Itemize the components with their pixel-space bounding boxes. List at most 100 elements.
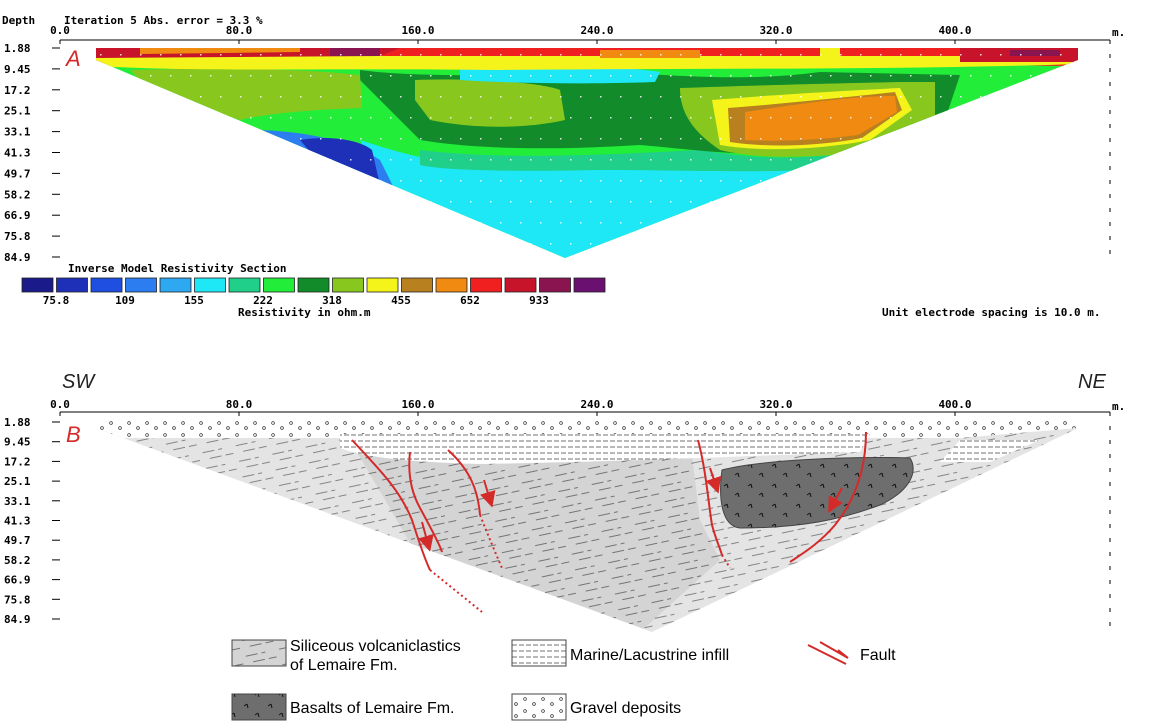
datum-point [610, 201, 612, 203]
datum-point [930, 201, 932, 203]
datum-point [320, 96, 322, 98]
datum-point [820, 54, 822, 56]
datum-point [950, 75, 952, 77]
datum-point [310, 201, 312, 203]
datum-point [140, 138, 142, 140]
datum-point [790, 117, 792, 119]
panel-a-depth-tick-label: 84.9 [4, 251, 31, 264]
datum-point [440, 54, 442, 56]
datum-point [130, 243, 132, 245]
datum-point [810, 243, 812, 245]
datum-point [930, 117, 932, 119]
datum-point [150, 117, 152, 119]
datum-point [610, 117, 612, 119]
colorbar-swatch [332, 277, 364, 293]
datum-point [970, 75, 972, 77]
datum-point [910, 75, 912, 77]
siliceous-volcaniclastics-dark-unit [350, 440, 720, 632]
datum-point [240, 96, 242, 98]
datum-point [160, 54, 162, 56]
datum-point [230, 75, 232, 77]
datum-point [150, 159, 152, 161]
datum-point [800, 138, 802, 140]
datum-point [1090, 117, 1092, 119]
datum-point [760, 180, 762, 182]
datum-point [980, 138, 982, 140]
datum-point [660, 54, 662, 56]
fault-3 [447, 449, 481, 516]
datum-point [1040, 96, 1042, 98]
datum-point [1050, 201, 1052, 203]
datum-point [180, 180, 182, 182]
datum-point [490, 201, 492, 203]
datum-point [580, 222, 582, 224]
datum-point [930, 159, 932, 161]
datum-point [970, 201, 972, 203]
datum-point [500, 180, 502, 182]
datum-point [1000, 180, 1002, 182]
datum-point [480, 138, 482, 140]
datum-point [280, 222, 282, 224]
colorbar-swatch [194, 277, 226, 293]
datum-point [790, 159, 792, 161]
datum-point [890, 159, 892, 161]
datum-point [910, 201, 912, 203]
datum-point [280, 96, 282, 98]
panel-b-x-tick-label: 160.0 [401, 398, 434, 411]
datum-point [710, 75, 712, 77]
datum-point [350, 201, 352, 203]
panel-b-depth-tick-label: 1.88 [4, 416, 31, 429]
datum-point [830, 75, 832, 77]
datum-point [940, 138, 942, 140]
datum-point [810, 75, 812, 77]
datum-point [720, 138, 722, 140]
datum-point [630, 159, 632, 161]
datum-point [270, 159, 272, 161]
datum-point [470, 159, 472, 161]
datum-point [740, 222, 742, 224]
colorbar-title: Inverse Model Resistivity Section [68, 262, 287, 275]
datum-point [460, 96, 462, 98]
datum-point [980, 180, 982, 182]
datum-point [640, 222, 642, 224]
colorbar-swatch [470, 277, 502, 293]
datum-point [930, 75, 932, 77]
datum-point [410, 75, 412, 77]
datum-point [280, 138, 282, 140]
datum-point [760, 222, 762, 224]
datum-point [390, 117, 392, 119]
datum-point [550, 117, 552, 119]
datum-point [650, 201, 652, 203]
datum-point [630, 117, 632, 119]
datum-point [190, 243, 192, 245]
datum-point [310, 75, 312, 77]
datum-point [1080, 222, 1082, 224]
datum-point [940, 180, 942, 182]
datum-point [550, 243, 552, 245]
datum-point [640, 96, 642, 98]
datum-point [450, 201, 452, 203]
colorbar-swatch [401, 277, 433, 293]
datum-point [360, 96, 362, 98]
datum-point [680, 180, 682, 182]
datum-point [950, 201, 952, 203]
datum-point [270, 201, 272, 203]
datum-point [210, 201, 212, 203]
datum-point [1020, 222, 1022, 224]
datum-point [700, 96, 702, 98]
datum-point [220, 96, 222, 98]
datum-point [600, 54, 602, 56]
datum-point [730, 243, 732, 245]
datum-point [780, 222, 782, 224]
datum-point [980, 54, 982, 56]
datum-point [340, 138, 342, 140]
datum-point [180, 96, 182, 98]
x-unit-a: m. [1112, 26, 1125, 39]
datum-point [200, 96, 202, 98]
datum-point [570, 117, 572, 119]
datum-point [980, 222, 982, 224]
datum-point [360, 222, 362, 224]
datum-point [960, 138, 962, 140]
depth-ticks-b: 1.88 9.45 17.2 25.1 33.1 41.3 49.7 58.2 66.9 75.8… [4, 416, 60, 626]
datum-point [770, 243, 772, 245]
